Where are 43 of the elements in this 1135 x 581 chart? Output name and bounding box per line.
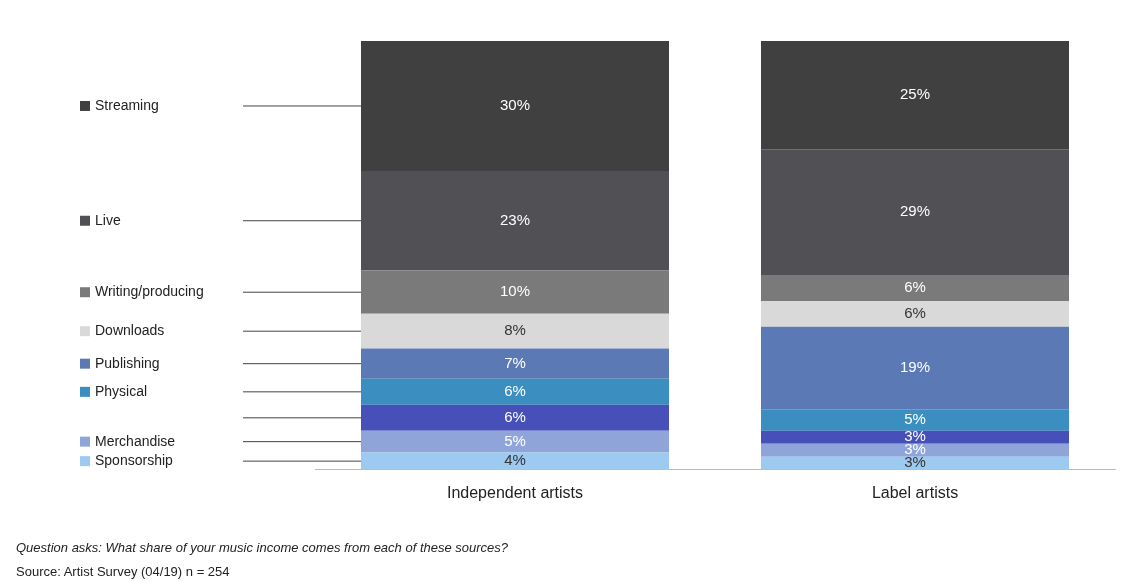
- bar: [761, 300, 1069, 327]
- data-label: 7%: [504, 353, 526, 371]
- data-label: 30%: [499, 96, 531, 114]
- bar: [361, 404, 669, 431]
- data-label: 23%: [499, 210, 531, 228]
- legend-label: Live: [95, 211, 121, 228]
- data-label: 6%: [904, 278, 926, 296]
- data-label: 29%: [899, 202, 931, 220]
- legend-label: Publishing: [95, 354, 160, 371]
- bar: [361, 313, 669, 349]
- bar: [361, 378, 669, 405]
- bar: [761, 443, 1069, 457]
- legend-label: Physical: [95, 382, 148, 399]
- data-label: 8%: [504, 321, 526, 339]
- text: Question asks: What share of your music income comes from each of these sources?: [16, 539, 509, 555]
- bar: [761, 409, 1069, 431]
- source-note: Source: Artist Survey (04/19) n = 254: [16, 563, 230, 579]
- legend-label: Streaming: [95, 96, 159, 113]
- legend-label: Merchandise: [95, 432, 176, 449]
- data-label: 6%: [504, 407, 526, 425]
- x-tick-label: Independent artists: [446, 483, 584, 501]
- bar: [761, 274, 1069, 301]
- data-label: 4%: [504, 451, 526, 469]
- legend-label: Writing/producing: [95, 283, 204, 300]
- data-label: 25%: [899, 85, 931, 103]
- bar: [761, 326, 1069, 410]
- bar: [761, 149, 1069, 275]
- x-tick-label: Label artists: [871, 483, 959, 501]
- bar: [361, 430, 669, 453]
- bar: [361, 170, 669, 271]
- data-label: 5%: [904, 410, 926, 428]
- legend-label: Downloads: [95, 322, 165, 339]
- legend-label: Sponsorship: [95, 452, 174, 468]
- data-label: 10%: [499, 282, 531, 300]
- data-label: 6%: [504, 381, 526, 399]
- data-label: 19%: [899, 358, 931, 376]
- bar: [361, 348, 669, 379]
- bar: [761, 41, 1069, 150]
- bar: [361, 270, 669, 314]
- bar: [361, 452, 669, 470]
- data-label: 5%: [504, 431, 526, 449]
- bar: [761, 430, 1069, 444]
- data-label: 6%: [904, 304, 926, 322]
